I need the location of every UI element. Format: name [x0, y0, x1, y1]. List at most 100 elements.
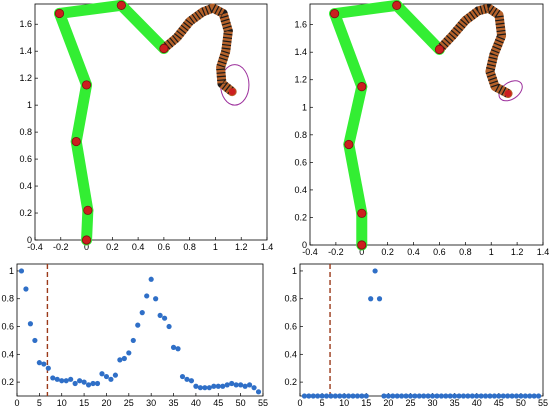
data-point: [112, 372, 118, 378]
arm-link: [70, 136, 94, 216]
data-point: [85, 382, 92, 388]
data-point: [363, 393, 369, 399]
data-point: [246, 382, 253, 388]
data-point: [36, 360, 42, 366]
error-plot-left: 0 5 10 15 20 25 30 35 40 45 50 55 0.2 0.4 0.6 0.8 1: [1, 263, 268, 408]
data-point: [443, 393, 449, 399]
data-point: [144, 293, 150, 299]
data-point: [63, 378, 69, 384]
data-point: [456, 393, 462, 399]
y-tick-label: 1: [302, 102, 307, 112]
data-point: [478, 393, 484, 399]
arm-joint: [71, 136, 81, 147]
x-tick-label: 20: [101, 398, 111, 408]
data-point: [487, 393, 493, 399]
x-tick-label: 0.6: [433, 247, 446, 257]
data-point: [45, 365, 51, 371]
data-point: [94, 380, 101, 387]
y-tick-label: 0: [27, 235, 32, 245]
y-tick-label: 0.8: [294, 130, 307, 140]
x-tick-label: -0.4: [27, 242, 43, 252]
data-point: [412, 393, 418, 399]
target-ellipse: [498, 80, 523, 102]
data-point: [429, 393, 436, 399]
x-tick-label: 35: [450, 398, 460, 408]
x-tick-label: 35: [169, 398, 179, 408]
data-point: [491, 393, 497, 399]
x-tick-label: 10: [339, 398, 349, 408]
data-point: [18, 268, 25, 274]
data-point: [135, 322, 141, 328]
arm-link: [53, 0, 127, 19]
data-point: [421, 393, 427, 399]
x-tick-label: 0: [84, 242, 89, 252]
x-tick-label: 0.2: [106, 242, 119, 252]
x-tick-label: 5: [320, 398, 325, 408]
y-tick-label: 0.2: [1, 377, 14, 387]
data-point: [500, 393, 506, 399]
x-tick-label: 1.4: [261, 242, 274, 252]
x-tick-label: -0.2: [53, 242, 69, 252]
data-point: [148, 276, 154, 282]
data-point: [117, 357, 123, 363]
data-point: [224, 382, 230, 388]
x-tick-label: -0.4: [302, 247, 318, 257]
x-tick-label: 5: [37, 398, 42, 408]
x-tick-label: 15: [361, 398, 371, 408]
data-point: [346, 393, 352, 399]
data-point: [522, 393, 528, 399]
arm-joint: [159, 43, 169, 54]
data-point: [32, 337, 38, 344]
data-point: [319, 393, 325, 399]
arm-link: [343, 138, 368, 219]
data-point: [72, 380, 78, 387]
data-point: [179, 373, 186, 380]
data-point: [315, 393, 321, 399]
data-point: [535, 393, 542, 399]
arm-link: [391, 0, 445, 55]
data-point: [460, 393, 467, 399]
data-point: [306, 393, 312, 399]
data-point: [68, 376, 74, 382]
data-point: [328, 393, 334, 399]
data-point: [465, 393, 471, 399]
x-tick-label: 30: [146, 398, 156, 408]
data-point: [390, 393, 396, 399]
data-point: [341, 393, 347, 399]
data-point: [416, 393, 422, 399]
x-tick-label: 0.8: [459, 247, 472, 257]
y-tick-label: 0.6: [19, 154, 32, 164]
data-point: [233, 382, 239, 388]
x-tick-label: 1: [213, 242, 218, 252]
data-point: [166, 323, 172, 330]
arm-link: [329, 0, 403, 20]
arm-plot-right: -0.4 -0.2 0 0.2 0.4 0.6 0.8 1 1.2 1.4 0 0.2 0.4 0.6 0.…: [294, 0, 549, 257]
arm-joint: [81, 80, 92, 90]
y-tick-label: 1.4: [19, 46, 32, 56]
data-point: [354, 393, 361, 399]
data-point: [157, 312, 163, 319]
tentacle-segments: [161, 3, 235, 96]
x-tick-label: 10: [57, 398, 67, 408]
y-tick-label: 0.4: [19, 181, 32, 191]
x-tick-label: 30: [428, 398, 438, 408]
data-point: [206, 385, 212, 391]
arm-link: [343, 81, 368, 150]
y-tick-label: 0.8: [1, 294, 14, 304]
data-point: [403, 393, 409, 399]
y-tick-label: 0.4: [294, 185, 307, 195]
x-tick-label: 0.6: [158, 242, 171, 252]
data-point: [474, 393, 480, 399]
x-tick-label: 45: [494, 398, 504, 408]
data-point: [90, 380, 96, 387]
data-point: [99, 371, 105, 377]
arm-link: [115, 0, 170, 55]
data-point: [496, 393, 502, 399]
data-point: [518, 393, 524, 399]
data-point: [41, 361, 47, 367]
data-point: [527, 393, 533, 399]
data-point: [447, 393, 453, 399]
plot-frame: [299, 263, 544, 397]
data-point: [175, 346, 181, 352]
